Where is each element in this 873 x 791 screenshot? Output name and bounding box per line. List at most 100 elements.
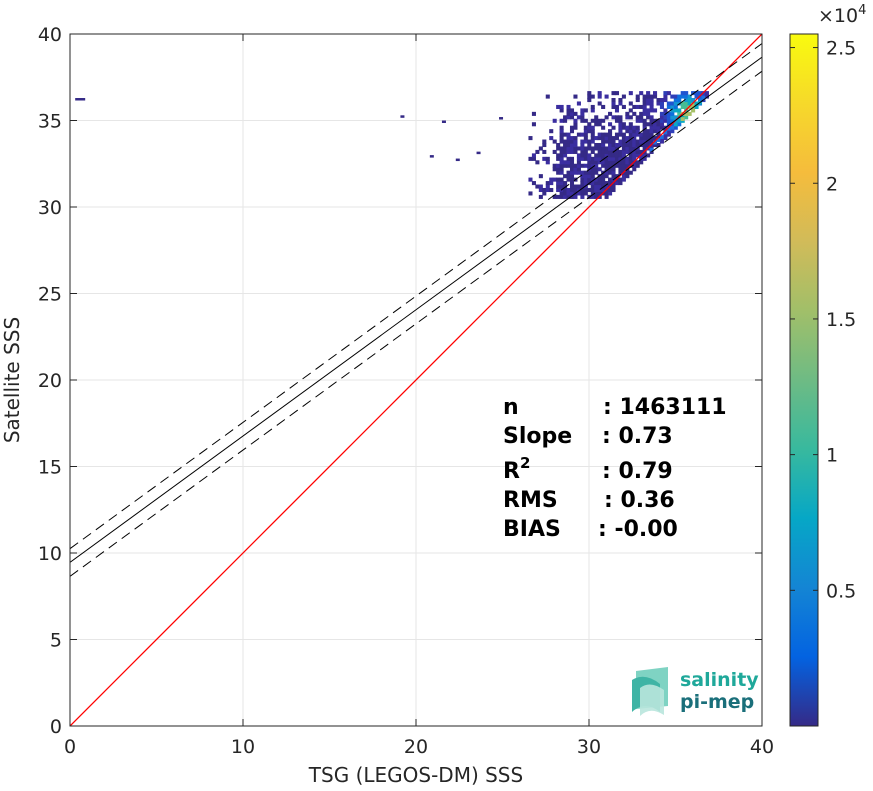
density-core-cell xyxy=(659,135,664,139)
density-cell xyxy=(614,136,620,141)
density-cell xyxy=(580,108,585,113)
density-cell xyxy=(639,139,644,144)
density-cell xyxy=(618,115,623,120)
density-cell xyxy=(604,167,609,172)
density-cell xyxy=(694,91,699,96)
density-cell xyxy=(559,139,564,144)
density-cell xyxy=(604,184,609,189)
density-cell xyxy=(573,94,578,99)
density-cell xyxy=(559,118,564,123)
y-tick-label: 40 xyxy=(38,24,62,46)
density-cell xyxy=(611,98,616,103)
density-cell xyxy=(621,139,626,144)
density-cell xyxy=(569,191,575,196)
density-cell xyxy=(646,129,651,134)
density-cell xyxy=(542,149,547,154)
density-cell xyxy=(604,191,609,196)
density-cell xyxy=(590,167,595,172)
stat-label: Slope xyxy=(503,424,572,449)
density-cell xyxy=(549,177,554,182)
density-cell xyxy=(573,167,578,172)
density-cell xyxy=(653,129,658,134)
density-cell xyxy=(639,149,644,154)
density-cell xyxy=(590,129,595,134)
density-cell xyxy=(601,118,606,123)
density-cell xyxy=(618,118,623,123)
density-cell xyxy=(538,146,543,151)
density-cell xyxy=(691,91,696,96)
density-cell xyxy=(569,129,575,134)
density-cell xyxy=(559,136,564,141)
density-cell xyxy=(642,104,647,109)
density-cell xyxy=(628,108,633,113)
density-cell xyxy=(531,122,536,127)
density-cell xyxy=(639,160,644,165)
density-cell xyxy=(597,122,602,127)
density-cell xyxy=(618,101,623,106)
density-cell xyxy=(670,101,675,106)
density-cell xyxy=(580,163,585,168)
density-cell xyxy=(625,115,630,120)
density-cell xyxy=(590,132,595,137)
density-cell xyxy=(576,115,581,120)
x-tick-label: 20 xyxy=(404,736,428,758)
density-cell xyxy=(559,149,564,154)
density-cell xyxy=(670,115,675,120)
density-cell xyxy=(566,139,571,144)
density-cell xyxy=(594,177,599,182)
density-cell xyxy=(576,184,581,189)
density-cell xyxy=(597,149,602,154)
density-cell xyxy=(704,91,709,96)
density-cell xyxy=(625,136,630,141)
density-cell xyxy=(632,142,637,148)
density-cell xyxy=(580,153,585,158)
density-cell xyxy=(573,149,578,154)
density-cell xyxy=(621,125,626,130)
regression-lines xyxy=(70,34,762,726)
density-cell xyxy=(580,194,585,199)
density-cell xyxy=(528,136,533,141)
density-cell xyxy=(563,149,568,154)
density-cell xyxy=(583,181,588,186)
density-cell xyxy=(604,139,609,144)
density-cell xyxy=(538,184,543,189)
density-cell xyxy=(625,142,630,148)
density-cell xyxy=(597,191,602,196)
density-cell xyxy=(601,104,606,109)
density-cell xyxy=(646,122,651,127)
density-cell xyxy=(528,191,533,196)
density-cell xyxy=(618,122,623,127)
density-cell xyxy=(573,122,578,127)
density-cell xyxy=(566,163,571,168)
density-core-cell xyxy=(670,125,675,130)
density-cell xyxy=(576,170,581,175)
density-cell xyxy=(594,170,599,175)
density-cell xyxy=(604,136,609,141)
stat-value: : 1463111 xyxy=(603,395,727,420)
y-tick-label: 30 xyxy=(38,197,62,219)
density-cell xyxy=(569,115,575,120)
colorbar-tick-label: 2 xyxy=(826,173,838,195)
density-cell xyxy=(670,129,675,134)
density-cell xyxy=(587,177,592,182)
density-cell xyxy=(597,167,602,172)
density-cell xyxy=(618,163,623,168)
density-cell xyxy=(642,125,647,130)
density-cell xyxy=(611,156,616,161)
density-outlier xyxy=(400,115,405,118)
density-cell xyxy=(597,91,602,96)
density-cell xyxy=(573,139,578,144)
density-cell xyxy=(563,191,568,196)
density-cell xyxy=(597,156,602,161)
density-cell xyxy=(601,146,606,151)
density-cell xyxy=(556,167,561,172)
density-cell xyxy=(563,184,568,189)
density-cell xyxy=(590,146,595,151)
density-cell xyxy=(580,139,585,144)
density-cell xyxy=(573,184,578,189)
density-cell xyxy=(628,136,633,141)
density-cell xyxy=(639,136,644,141)
density-cell xyxy=(580,146,585,151)
density-cell xyxy=(628,142,633,148)
density-cell xyxy=(697,98,703,103)
